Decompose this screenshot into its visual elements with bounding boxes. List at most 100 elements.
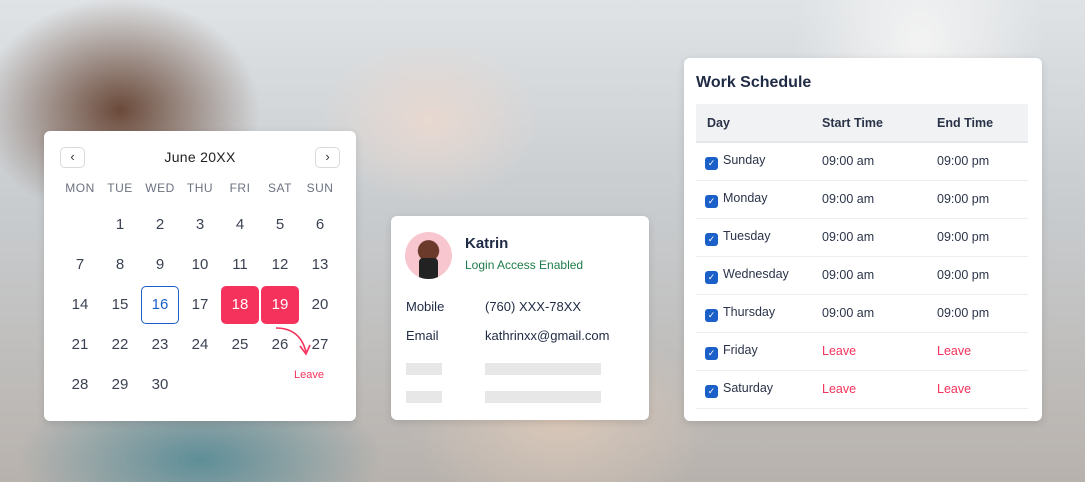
email-label: Email [406, 328, 439, 343]
day-cell: ✓ Thursday [696, 294, 811, 333]
calendar-day-leave[interactable]: 19 [261, 286, 299, 324]
placeholder-bar [406, 391, 442, 403]
checkbox-checked-icon[interactable]: ✓ [705, 232, 718, 246]
calendar-day[interactable]: 6 [315, 216, 325, 233]
login-status: Login Access Enabled [465, 258, 584, 272]
calendar-day[interactable]: 1 [115, 216, 125, 233]
schedule-row: ✓ Thursday 09:00 am 09:00 pm [696, 294, 1028, 333]
calendar-day[interactable]: 24 [191, 336, 209, 353]
calendar-day[interactable]: 8 [115, 256, 125, 273]
calendar-day[interactable]: 10 [191, 256, 209, 273]
day-name: Tuesday [723, 228, 771, 243]
schedule-title: Work Schedule [696, 74, 812, 91]
calendar-day[interactable]: 2 [155, 216, 165, 233]
calendar-day-leave[interactable]: 18 [221, 286, 259, 324]
calendar-day[interactable]: 7 [75, 256, 85, 273]
start-time: Leave [811, 332, 926, 371]
schedule-table: Day Start Time End Time ✓ Sunday 09:00 am… [696, 104, 1028, 409]
day-name: Saturday [723, 380, 774, 395]
mobile-value: (760) XXX-78XX [485, 299, 582, 314]
calendar-day[interactable]: 3 [195, 216, 205, 233]
calendar-day[interactable]: 14 [71, 296, 89, 313]
checkbox-checked-icon[interactable]: ✓ [705, 270, 718, 284]
day-cell: ✓ Sunday [696, 142, 811, 181]
header-day: Day [696, 104, 811, 143]
calendar-day[interactable]: 21 [71, 336, 89, 353]
calendar-day[interactable]: 11 [232, 256, 248, 273]
weekday-wed: WED [145, 181, 175, 195]
avatar [405, 232, 452, 279]
schedule-row: ✓ Friday Leave Leave [696, 332, 1028, 371]
day-cell: ✓ Tuesday [696, 218, 811, 257]
weekday-fri: FRI [229, 181, 251, 195]
weekday-sun: SUN [306, 181, 334, 195]
placeholder-bar [485, 391, 601, 403]
calendar-month-title: June 20XX [164, 149, 236, 165]
schedule-row: ✓ Sunday 09:00 am 09:00 pm [696, 142, 1028, 181]
profile-name: Katrin [465, 235, 509, 252]
start-time: 09:00 am [811, 180, 926, 219]
day-name: Wednesday [723, 266, 789, 281]
calendar-day[interactable]: 20 [311, 296, 329, 313]
placeholder-bar [406, 363, 442, 375]
end-time: 09:00 pm [926, 218, 1028, 257]
header-end-time: End Time [926, 104, 1028, 143]
mobile-label: Mobile [406, 299, 445, 314]
work-schedule-card: Work Schedule Day Start Time End Time ✓ S… [684, 58, 1042, 421]
chevron-left-icon: ‹ [70, 149, 75, 164]
schedule-row: ✓ Tuesday 09:00 am 09:00 pm [696, 218, 1028, 257]
weekday-sat: SAT [268, 181, 292, 195]
calendar-day[interactable]: 23 [151, 336, 169, 353]
calendar-day[interactable]: 12 [271, 256, 289, 273]
leave-annotation: Leave [294, 369, 324, 381]
chevron-right-icon: › [325, 149, 330, 164]
start-time: 09:00 am [811, 142, 926, 181]
calendar-day[interactable]: 4 [235, 216, 245, 233]
calendar-day[interactable]: 22 [111, 336, 129, 353]
weekday-tue: TUE [107, 181, 133, 195]
schedule-row: ✓ Wednesday 09:00 am 09:00 pm [696, 256, 1028, 295]
end-time: 09:00 pm [926, 180, 1028, 219]
day-name: Monday [723, 190, 768, 205]
checkbox-checked-icon[interactable]: ✓ [705, 384, 718, 398]
weekday-thu: THU [186, 181, 214, 195]
start-time: 09:00 am [811, 218, 926, 257]
calendar-day[interactable]: 25 [231, 336, 249, 353]
calendar-day-today[interactable]: 16 [141, 286, 179, 324]
leave-arrow-icon [275, 327, 311, 356]
end-time: 09:00 pm [926, 142, 1028, 181]
end-time: Leave [926, 332, 1028, 371]
end-time: 09:00 pm [926, 294, 1028, 333]
calendar-day[interactable]: 26 [271, 336, 289, 353]
calendar-day[interactable]: 13 [311, 256, 329, 273]
day-cell: ✓ Saturday [696, 370, 811, 409]
day-name: Sunday [723, 152, 766, 167]
end-time: Leave [926, 370, 1028, 409]
end-time: 09:00 pm [926, 256, 1028, 295]
calendar-day[interactable]: 29 [111, 376, 129, 393]
weekday-mon: MON [65, 181, 95, 195]
calendar-day[interactable]: 28 [71, 376, 89, 393]
calendar-day[interactable]: 17 [191, 296, 209, 313]
profile-card: Katrin Login Access Enabled Mobile (760)… [391, 216, 649, 420]
next-month-button[interactable]: › [315, 147, 340, 168]
start-time: Leave [811, 370, 926, 409]
schedule-row: ✓ Monday 09:00 am 09:00 pm [696, 180, 1028, 219]
calendar-day[interactable]: 30 [151, 376, 169, 393]
header-start-time: Start Time [811, 104, 926, 143]
day-name: Thursday [723, 304, 776, 319]
prev-month-button[interactable]: ‹ [60, 147, 85, 168]
checkbox-checked-icon[interactable]: ✓ [705, 346, 718, 360]
calendar-day[interactable]: 27 [311, 336, 329, 353]
day-cell: ✓ Monday [696, 180, 811, 219]
calendar-day[interactable]: 9 [155, 256, 165, 273]
day-cell: ✓ Wednesday [696, 256, 811, 295]
calendar-day[interactable]: 5 [275, 216, 285, 233]
checkbox-checked-icon[interactable]: ✓ [705, 156, 718, 170]
calendar-day[interactable]: 15 [111, 296, 129, 313]
checkbox-checked-icon[interactable]: ✓ [705, 194, 718, 208]
checkbox-checked-icon[interactable]: ✓ [705, 308, 718, 322]
placeholder-bar [485, 363, 601, 375]
start-time: 09:00 am [811, 294, 926, 333]
